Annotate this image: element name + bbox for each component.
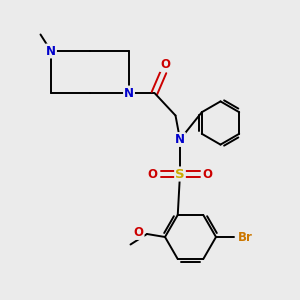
Text: O: O	[147, 167, 158, 181]
Text: N: N	[175, 133, 185, 146]
Text: S: S	[175, 167, 185, 181]
Text: N: N	[124, 86, 134, 100]
Text: Br: Br	[238, 230, 253, 244]
Text: O: O	[160, 58, 170, 71]
Text: O: O	[202, 167, 213, 181]
Text: O: O	[134, 226, 144, 239]
Text: N: N	[46, 44, 56, 58]
